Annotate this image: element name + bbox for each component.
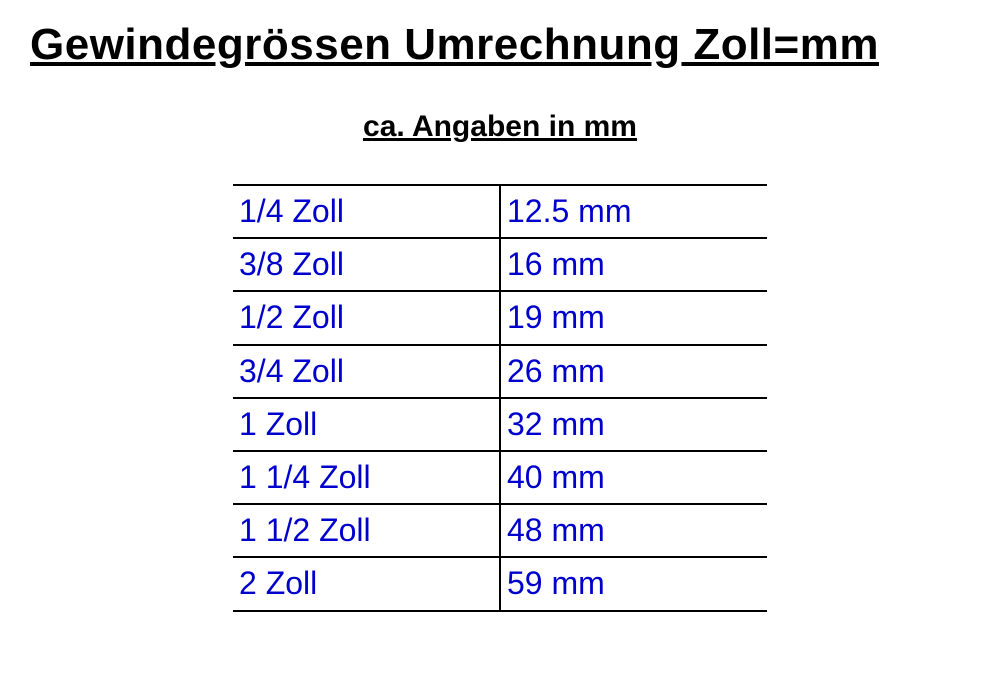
table-row: 1/4 Zoll 12.5 mm <box>233 185 767 238</box>
page-subtitle: ca. Angaben in mm <box>30 110 970 144</box>
cell-zoll: 3/8 Zoll <box>233 238 500 291</box>
cell-mm: 48 mm <box>500 504 767 557</box>
cell-mm: 12.5 mm <box>500 185 767 238</box>
cell-mm: 16 mm <box>500 238 767 291</box>
cell-mm: 26 mm <box>500 345 767 398</box>
cell-zoll: 1 1/4 Zoll <box>233 451 500 504</box>
table-row: 3/8 Zoll 16 mm <box>233 238 767 291</box>
cell-mm: 40 mm <box>500 451 767 504</box>
table-row: 1 1/4 Zoll 40 mm <box>233 451 767 504</box>
cell-zoll: 2 Zoll <box>233 557 500 610</box>
table-row: 3/4 Zoll 26 mm <box>233 345 767 398</box>
conversion-table: 1/4 Zoll 12.5 mm 3/8 Zoll 16 mm 1/2 Zoll… <box>233 184 767 612</box>
cell-zoll: 3/4 Zoll <box>233 345 500 398</box>
cell-zoll: 1/4 Zoll <box>233 185 500 238</box>
cell-zoll: 1/2 Zoll <box>233 291 500 344</box>
page: Gewindegrössen Umrechnung Zoll=mm ca. An… <box>0 0 1000 632</box>
cell-mm: 19 mm <box>500 291 767 344</box>
cell-mm: 32 mm <box>500 398 767 451</box>
cell-zoll: 1 Zoll <box>233 398 500 451</box>
table-row: 2 Zoll 59 mm <box>233 557 767 610</box>
table-row: 1 1/2 Zoll 48 mm <box>233 504 767 557</box>
table-row: 1 Zoll 32 mm <box>233 398 767 451</box>
cell-zoll: 1 1/2 Zoll <box>233 504 500 557</box>
table-container: 1/4 Zoll 12.5 mm 3/8 Zoll 16 mm 1/2 Zoll… <box>30 184 970 612</box>
page-title: Gewindegrössen Umrechnung Zoll=mm <box>30 20 970 70</box>
cell-mm: 59 mm <box>500 557 767 610</box>
table-row: 1/2 Zoll 19 mm <box>233 291 767 344</box>
